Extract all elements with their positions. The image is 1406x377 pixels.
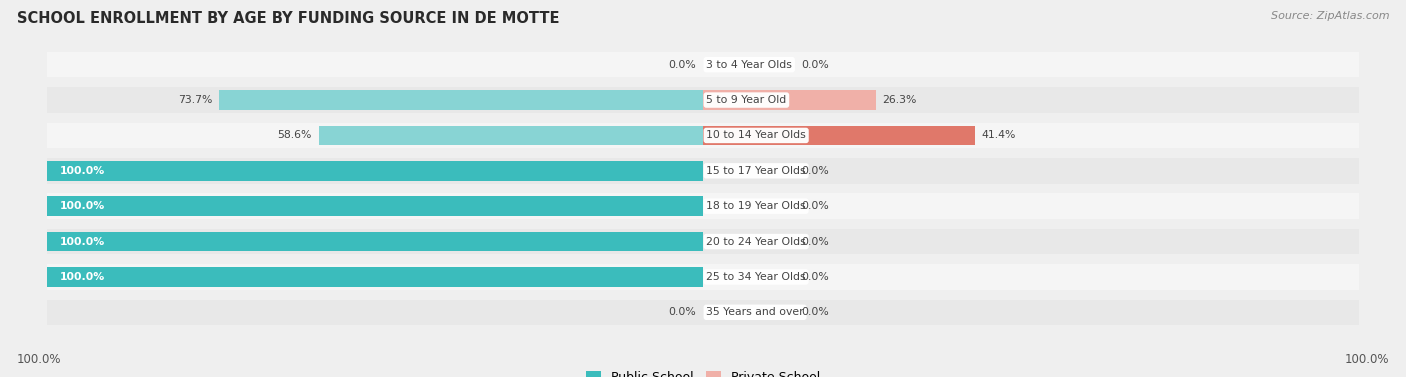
Text: 100.0%: 100.0% bbox=[60, 236, 105, 247]
Text: 100.0%: 100.0% bbox=[1344, 353, 1389, 366]
Bar bbox=[46, 161, 703, 181]
Text: 0.0%: 0.0% bbox=[669, 60, 696, 70]
Bar bbox=[46, 264, 1360, 290]
Text: 100.0%: 100.0% bbox=[60, 201, 105, 211]
Text: 0.0%: 0.0% bbox=[801, 60, 830, 70]
Bar bbox=[46, 158, 1360, 184]
Bar bbox=[46, 52, 1360, 77]
Text: 100.0%: 100.0% bbox=[17, 353, 62, 366]
Text: 0.0%: 0.0% bbox=[801, 166, 830, 176]
Text: SCHOOL ENROLLMENT BY AGE BY FUNDING SOURCE IN DE MOTTE: SCHOOL ENROLLMENT BY AGE BY FUNDING SOUR… bbox=[17, 11, 560, 26]
Text: 0.0%: 0.0% bbox=[801, 201, 830, 211]
Text: 25 to 34 Year Olds: 25 to 34 Year Olds bbox=[706, 272, 806, 282]
Bar bbox=[703, 90, 876, 110]
Text: 10 to 14 Year Olds: 10 to 14 Year Olds bbox=[706, 130, 806, 141]
Bar bbox=[703, 126, 974, 145]
Text: 41.4%: 41.4% bbox=[981, 130, 1015, 141]
Legend: Public School, Private School: Public School, Private School bbox=[581, 366, 825, 377]
Text: 3 to 4 Year Olds: 3 to 4 Year Olds bbox=[706, 60, 792, 70]
Text: 58.6%: 58.6% bbox=[277, 130, 312, 141]
Text: 0.0%: 0.0% bbox=[801, 272, 830, 282]
Bar bbox=[46, 229, 1360, 254]
Bar bbox=[46, 232, 703, 251]
Text: 0.0%: 0.0% bbox=[801, 307, 830, 317]
Text: 35 Years and over: 35 Years and over bbox=[706, 307, 804, 317]
Bar bbox=[46, 196, 703, 216]
Text: 0.0%: 0.0% bbox=[801, 236, 830, 247]
Bar bbox=[319, 126, 703, 145]
Text: 73.7%: 73.7% bbox=[179, 95, 212, 105]
Text: 100.0%: 100.0% bbox=[60, 166, 105, 176]
Text: 100.0%: 100.0% bbox=[60, 272, 105, 282]
Text: 18 to 19 Year Olds: 18 to 19 Year Olds bbox=[706, 201, 806, 211]
Bar bbox=[46, 193, 1360, 219]
Bar bbox=[46, 123, 1360, 148]
Bar bbox=[219, 90, 703, 110]
Bar bbox=[46, 300, 1360, 325]
Text: 5 to 9 Year Old: 5 to 9 Year Old bbox=[706, 95, 786, 105]
Bar bbox=[46, 267, 703, 287]
Text: 0.0%: 0.0% bbox=[669, 307, 696, 317]
Text: Source: ZipAtlas.com: Source: ZipAtlas.com bbox=[1271, 11, 1389, 21]
Text: 26.3%: 26.3% bbox=[882, 95, 917, 105]
Bar bbox=[46, 87, 1360, 113]
Text: 15 to 17 Year Olds: 15 to 17 Year Olds bbox=[706, 166, 806, 176]
Text: 20 to 24 Year Olds: 20 to 24 Year Olds bbox=[706, 236, 806, 247]
